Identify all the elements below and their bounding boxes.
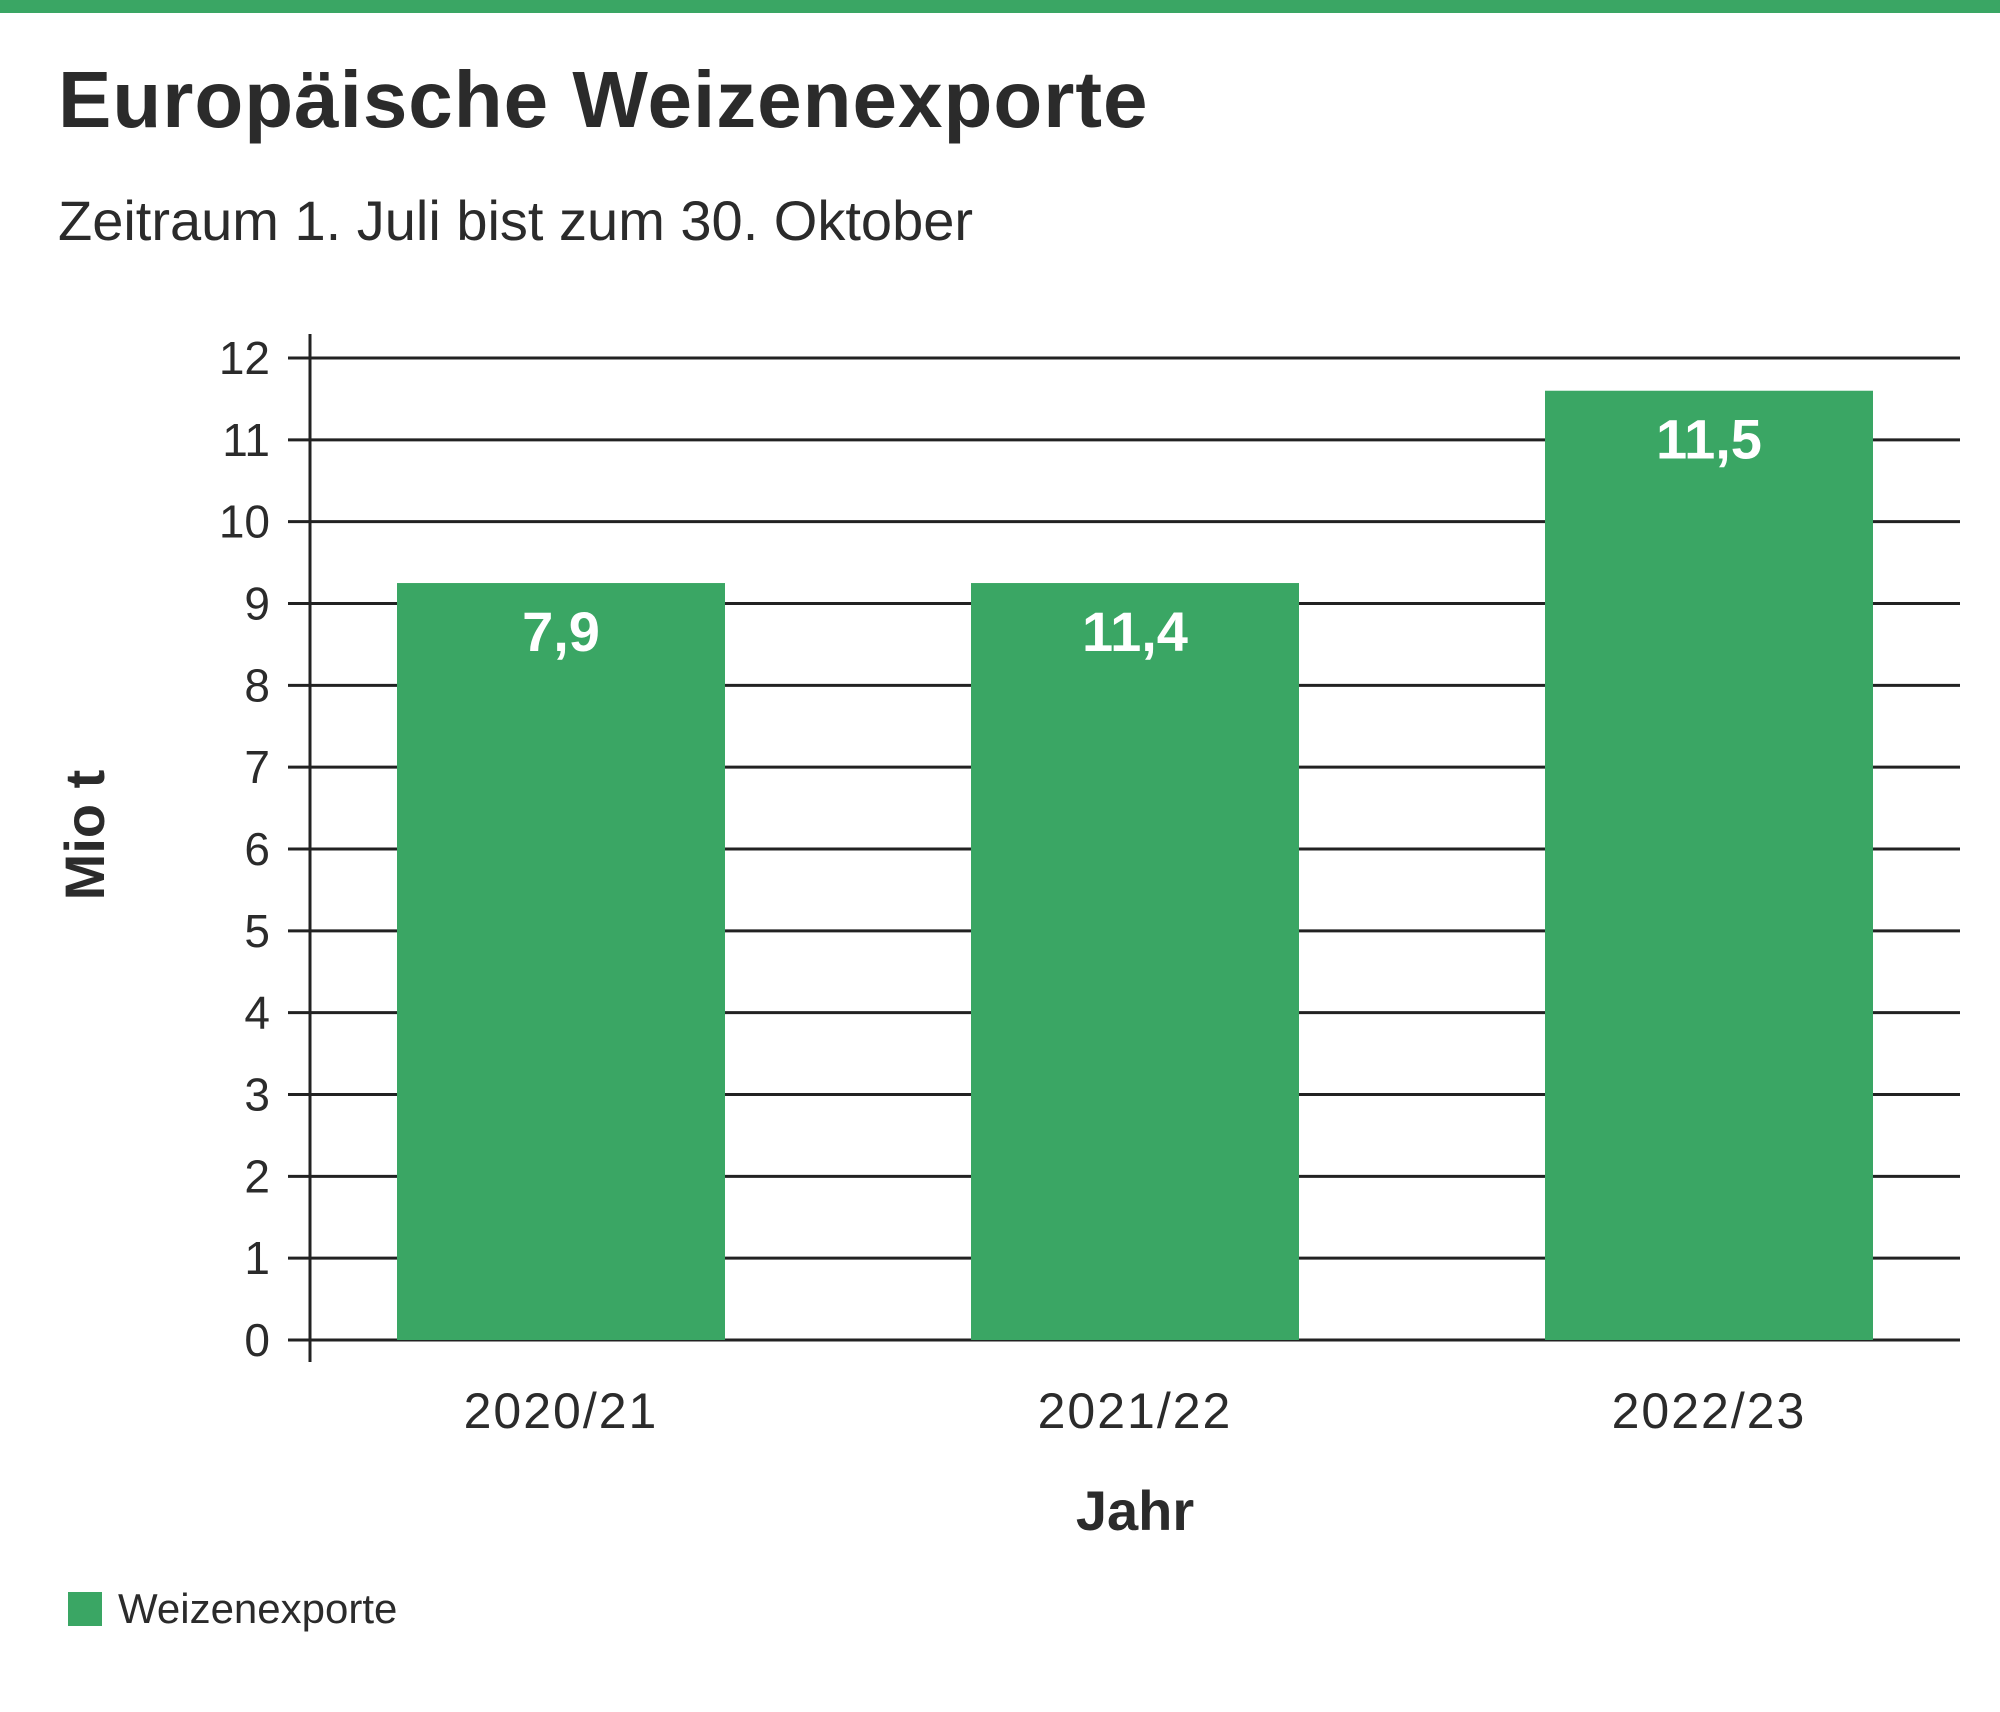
- y-tick-label: 2: [244, 1150, 270, 1202]
- y-tick-label: 5: [244, 905, 270, 957]
- top-accent-bar: [0, 0, 2000, 13]
- y-tick-label: 3: [244, 1069, 270, 1121]
- y-axis-title: Mio t: [53, 770, 116, 901]
- y-tick-label: 6: [244, 823, 270, 875]
- y-tick-label: 11: [222, 414, 270, 466]
- y-tick-label: 4: [244, 987, 270, 1039]
- bar-value-label: 11,5: [1656, 408, 1762, 471]
- bar-value-label: 7,9: [522, 600, 600, 663]
- x-tick-label: 2021/22: [1038, 1383, 1233, 1439]
- x-tick-label: 2020/21: [464, 1383, 659, 1439]
- bar: [1545, 390, 1873, 1340]
- y-tick-label: 12: [219, 332, 270, 384]
- chart-title: Europäische Weizenexporte: [58, 55, 1149, 144]
- y-tick-label: 0: [244, 1314, 270, 1366]
- legend: Weizenexporte: [68, 1585, 397, 1633]
- x-axis-title: Jahr: [1076, 1479, 1194, 1542]
- y-tick-label: 9: [244, 578, 270, 630]
- chart-subtitle: Zeitraum 1. Juli bist zum 30. Oktober: [58, 189, 974, 252]
- bar: [971, 583, 1299, 1340]
- bar: [397, 583, 725, 1340]
- y-tick-label: 1: [244, 1232, 270, 1284]
- legend-label: Weizenexporte: [118, 1585, 398, 1632]
- y-tick-label: 8: [244, 659, 270, 711]
- x-tick-label: 2022/23: [1612, 1383, 1807, 1439]
- y-tick-label: 10: [219, 496, 270, 548]
- y-tick-label: 7: [244, 741, 270, 793]
- legend-swatch: [68, 1592, 102, 1626]
- bar-value-label: 11,4: [1082, 600, 1188, 663]
